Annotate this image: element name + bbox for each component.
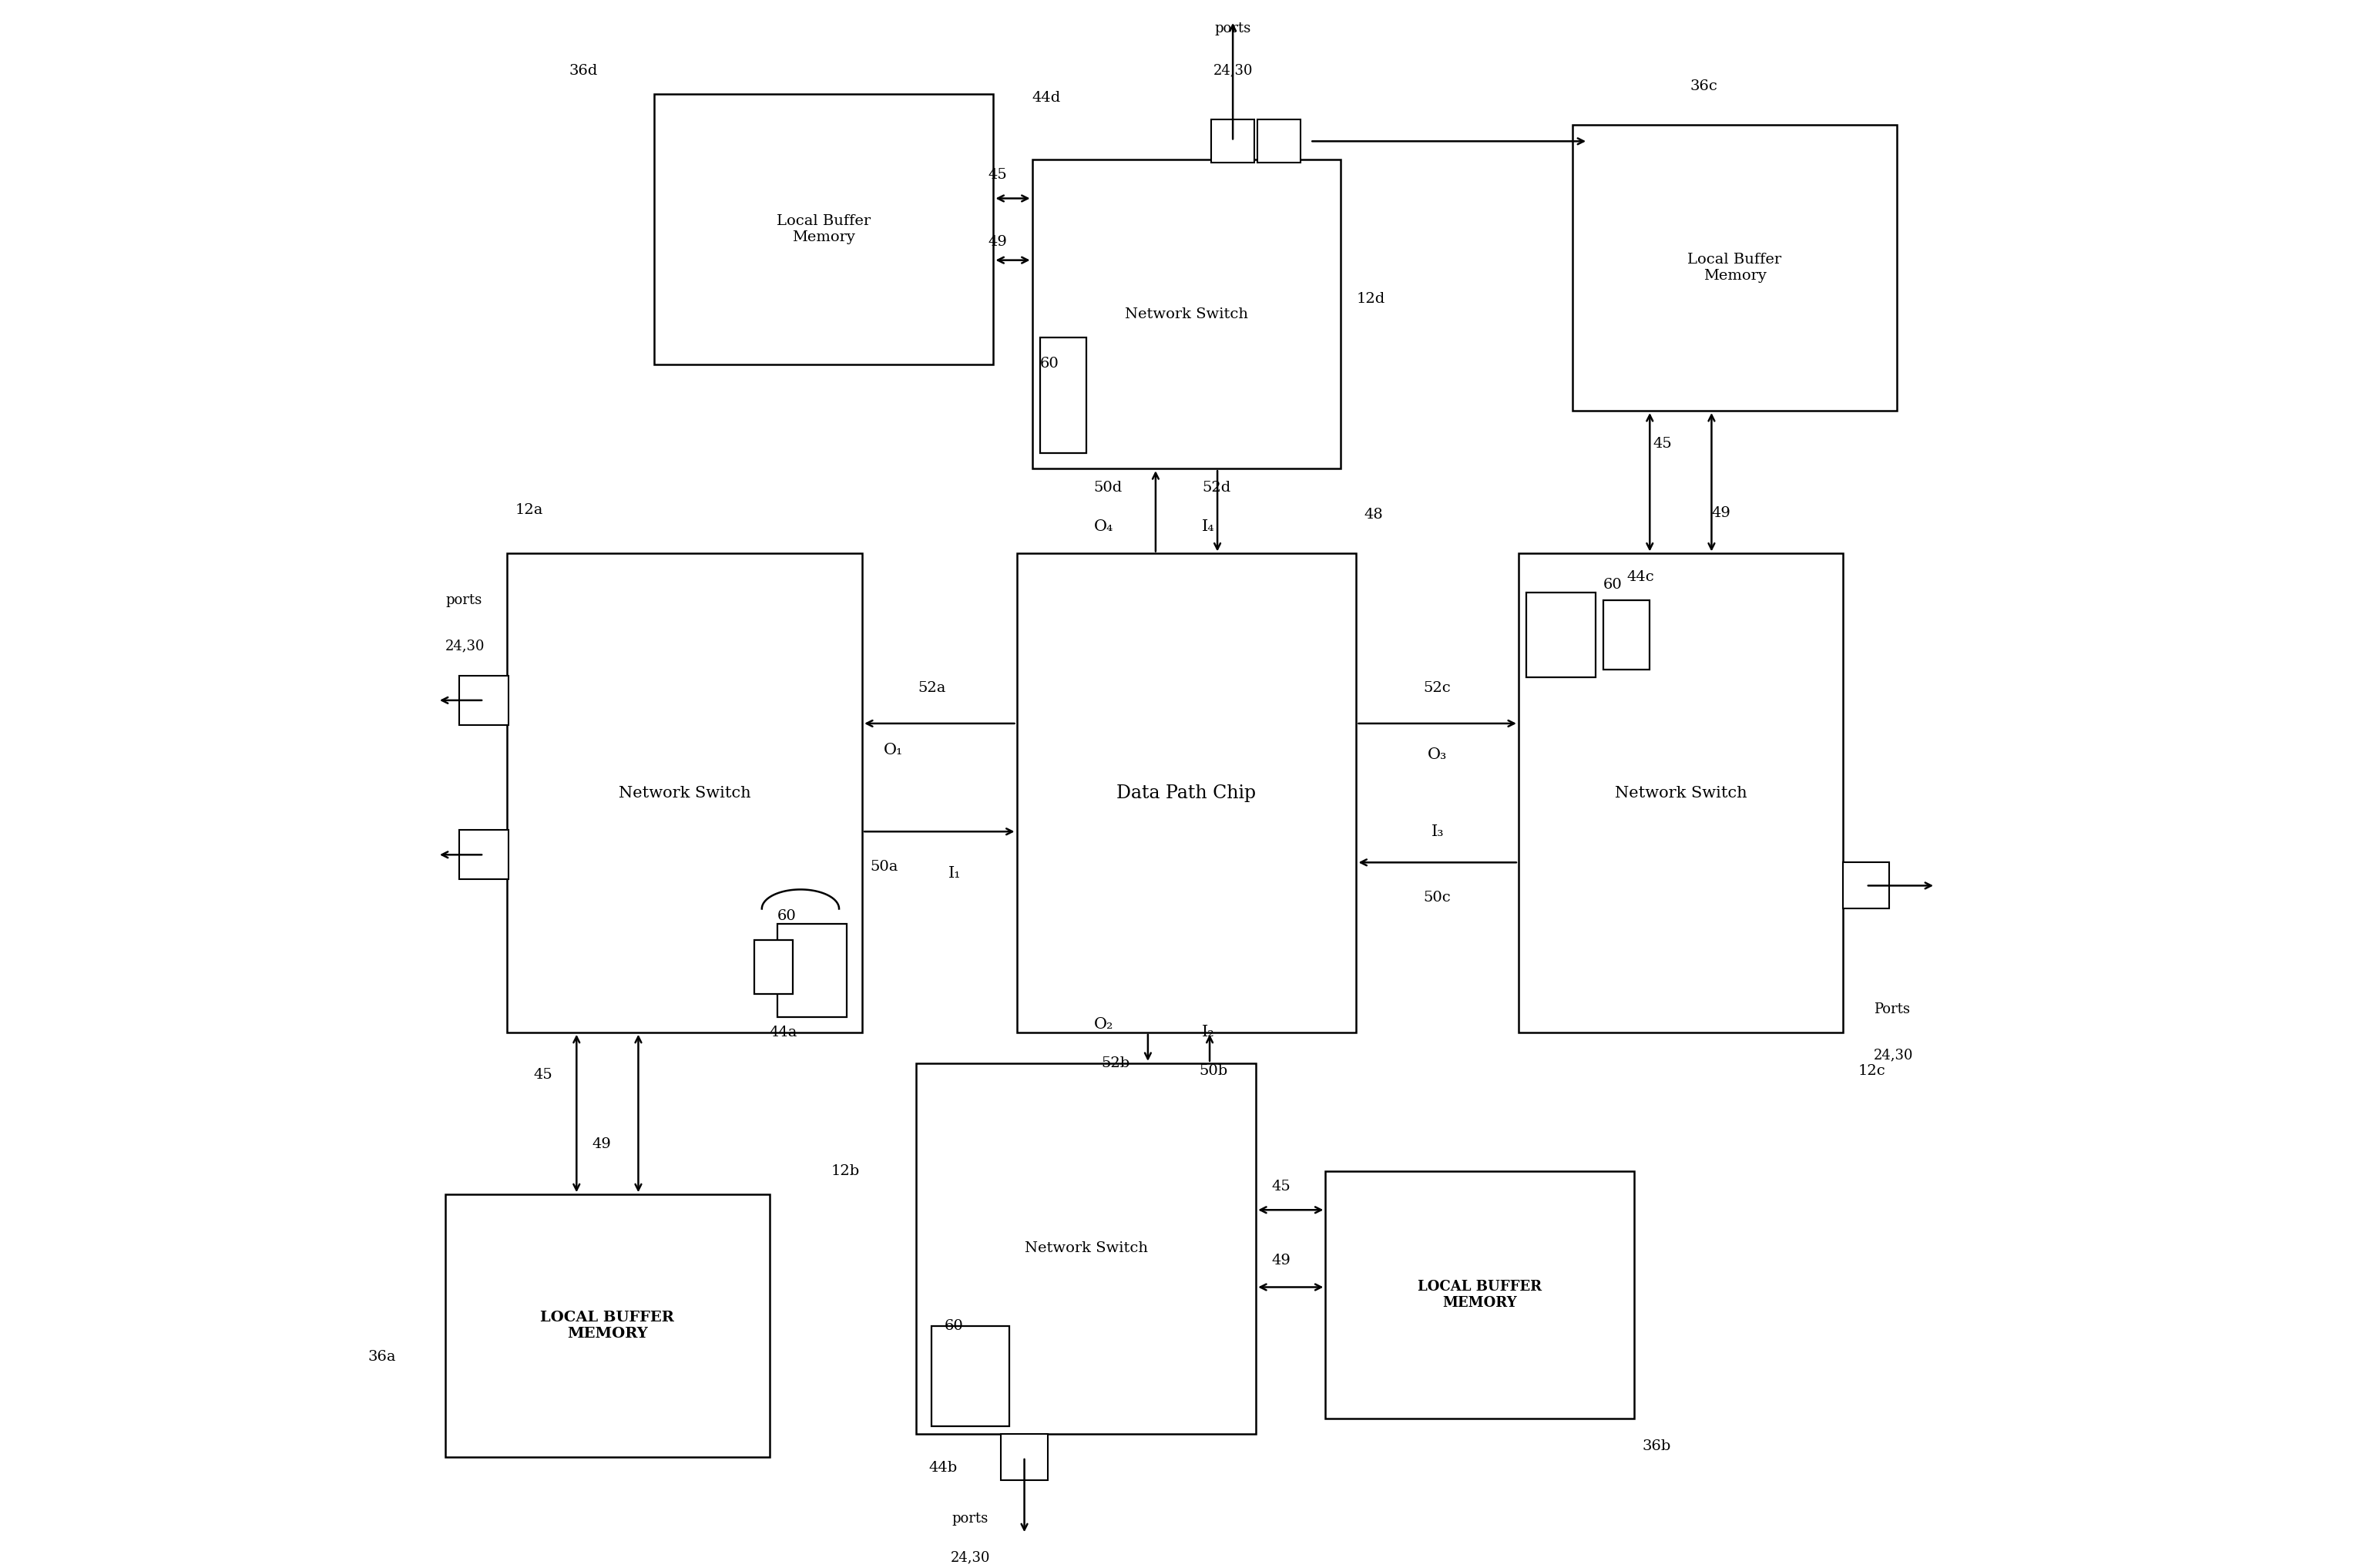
Text: Ports: Ports: [1875, 1002, 1910, 1016]
Text: I₂: I₂: [1203, 1025, 1215, 1040]
Bar: [1258, 119, 1300, 163]
Bar: [460, 829, 508, 880]
Text: 44a: 44a: [769, 1025, 797, 1040]
Bar: [1526, 593, 1595, 677]
Text: 24,30: 24,30: [1213, 63, 1253, 77]
Text: 45: 45: [1272, 1179, 1291, 1193]
Bar: [1016, 554, 1357, 1032]
Text: I₃: I₃: [1431, 825, 1443, 839]
Bar: [755, 939, 793, 994]
Bar: [778, 924, 847, 1018]
Text: ports: ports: [446, 593, 482, 607]
Text: O₄: O₄: [1094, 519, 1113, 533]
Text: 60: 60: [778, 909, 797, 924]
Text: 52c: 52c: [1424, 681, 1452, 695]
Text: O₁: O₁: [883, 742, 902, 757]
Text: ports: ports: [952, 1512, 990, 1526]
Bar: [1001, 1433, 1046, 1480]
Text: Network Switch: Network Switch: [1614, 786, 1747, 800]
Text: 12c: 12c: [1858, 1065, 1887, 1077]
Text: I₄: I₄: [1203, 519, 1215, 533]
Text: 48: 48: [1364, 508, 1383, 522]
Text: LOCAL BUFFER
MEMORY: LOCAL BUFFER MEMORY: [541, 1311, 674, 1341]
Text: 49: 49: [1711, 506, 1730, 521]
Bar: [460, 676, 508, 724]
Text: 52b: 52b: [1101, 1057, 1130, 1069]
Text: 12d: 12d: [1357, 292, 1386, 306]
Bar: [1604, 601, 1649, 670]
Bar: [508, 554, 861, 1032]
Bar: [1327, 1171, 1635, 1419]
Text: Network Switch: Network Switch: [1125, 307, 1248, 321]
Text: Network Switch: Network Switch: [619, 786, 750, 800]
Text: I₁: I₁: [949, 866, 961, 881]
Text: Local Buffer
Memory: Local Buffer Memory: [1687, 252, 1782, 282]
Text: 44d: 44d: [1032, 91, 1061, 105]
Text: 50c: 50c: [1424, 891, 1452, 905]
Text: 45: 45: [987, 168, 1006, 182]
Bar: [933, 1327, 1009, 1427]
Bar: [1519, 554, 1844, 1032]
Text: 50a: 50a: [871, 861, 897, 873]
Text: 50b: 50b: [1198, 1065, 1227, 1077]
Text: 60: 60: [944, 1319, 963, 1333]
Text: 49: 49: [591, 1137, 612, 1151]
Text: O₂: O₂: [1094, 1018, 1113, 1032]
Text: 45: 45: [1654, 436, 1673, 450]
Text: 24,30: 24,30: [1875, 1049, 1913, 1063]
Text: 44c: 44c: [1626, 569, 1654, 583]
Text: 36d: 36d: [570, 64, 598, 78]
Bar: [1573, 125, 1896, 411]
Text: 50d: 50d: [1094, 481, 1122, 495]
Text: O₃: O₃: [1429, 746, 1448, 762]
Text: 60: 60: [1039, 356, 1058, 370]
Text: 36a: 36a: [368, 1350, 396, 1364]
Text: LOCAL BUFFER
MEMORY: LOCAL BUFFER MEMORY: [1417, 1279, 1542, 1309]
Bar: [446, 1195, 769, 1457]
Text: 52d: 52d: [1203, 481, 1232, 495]
Text: ports: ports: [1215, 22, 1251, 36]
Text: 52a: 52a: [918, 681, 947, 695]
Text: Data Path Chip: Data Path Chip: [1118, 784, 1255, 801]
Bar: [1210, 119, 1255, 163]
Text: 44b: 44b: [928, 1461, 956, 1475]
Text: 36c: 36c: [1690, 80, 1718, 94]
Text: 24,30: 24,30: [952, 1551, 990, 1565]
Text: 60: 60: [1604, 577, 1623, 591]
Text: 49: 49: [1272, 1254, 1291, 1269]
Text: Network Switch: Network Switch: [1025, 1242, 1149, 1256]
Bar: [916, 1063, 1255, 1433]
Bar: [653, 94, 994, 364]
Text: 24,30: 24,30: [446, 640, 484, 654]
Bar: [1039, 337, 1087, 453]
Text: 12b: 12b: [831, 1165, 859, 1178]
Text: 36b: 36b: [1642, 1439, 1671, 1454]
Text: 12a: 12a: [515, 503, 543, 517]
Text: Local Buffer
Memory: Local Buffer Memory: [776, 215, 871, 245]
Text: 45: 45: [534, 1068, 553, 1082]
Text: 49: 49: [987, 235, 1006, 249]
Bar: [1032, 160, 1341, 469]
Bar: [1844, 862, 1889, 909]
